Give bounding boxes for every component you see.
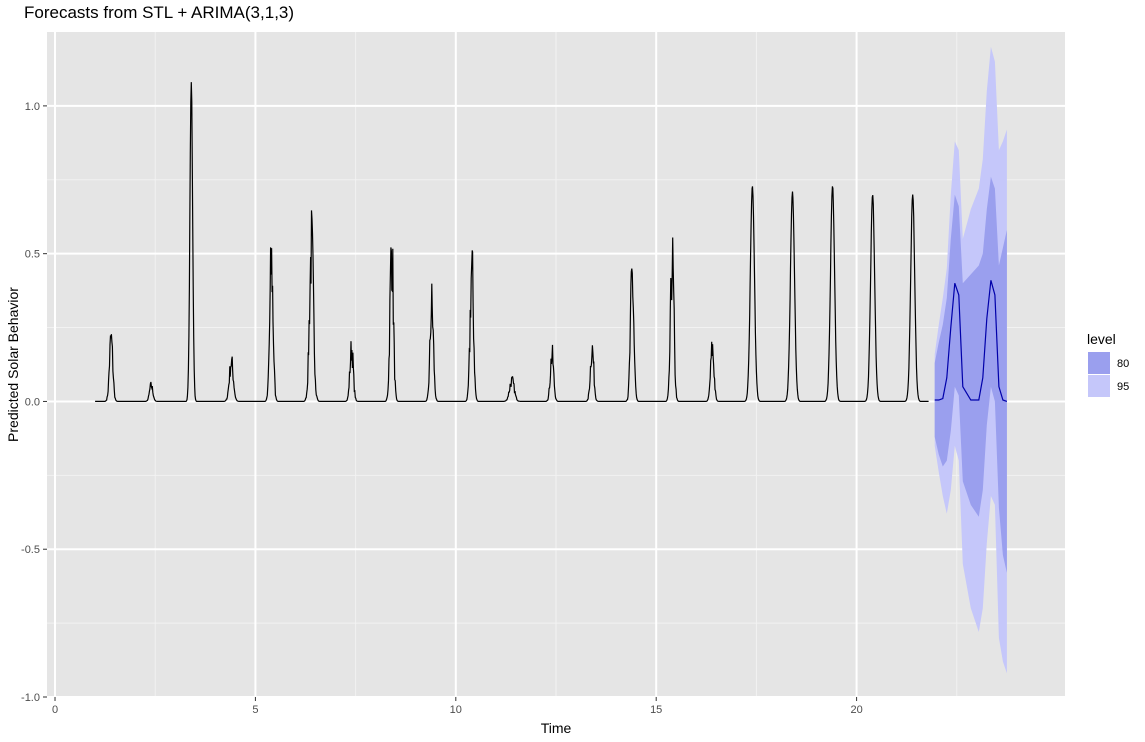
x-tick-label: 10 — [450, 704, 462, 716]
y-axis-title: Predicted Solar Behavior — [5, 287, 21, 442]
band-80 — [934, 176, 1007, 573]
y-tick-label: -1.0 — [21, 692, 40, 704]
legend-swatch-80 — [1088, 352, 1110, 374]
observed-line — [95, 82, 929, 402]
x-tick-label: 15 — [650, 704, 662, 716]
y-tick-label: -0.5 — [21, 544, 40, 556]
y-tick-label: 0.0 — [25, 396, 40, 408]
x-tick-label: 5 — [252, 704, 258, 716]
forecast-mean-line — [934, 280, 1008, 402]
legend-label-80: 80 — [1117, 358, 1129, 370]
x-axis-ticks: 0 5 10 15 20 — [52, 697, 863, 716]
legend-label-95: 95 — [1117, 381, 1129, 393]
y-tick-label: 1.0 — [25, 101, 40, 113]
chart-title: Forecasts from STL + ARIMA(3,1,3) — [24, 3, 295, 22]
x-tick-label: 0 — [52, 704, 58, 716]
y-tick-label: 0.5 — [25, 249, 40, 261]
legend: level 80 95 — [1087, 331, 1129, 397]
series-lines — [95, 82, 1008, 402]
grid-minor — [47, 32, 1065, 697]
x-tick-label: 20 — [850, 704, 862, 716]
x-axis-title: Time — [541, 720, 572, 736]
legend-title: level — [1087, 331, 1116, 347]
forecast-bands — [934, 46, 1007, 674]
y-axis-ticks: -1.0 -0.5 0.0 0.5 1.0 — [21, 101, 47, 704]
legend-swatch-95 — [1088, 375, 1110, 397]
